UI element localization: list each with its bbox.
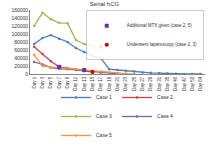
svg-text:60000: 60000 (14, 47, 28, 53)
svg-text:40000: 40000 (14, 55, 28, 61)
svg-text:Case 2: Case 2 (157, 94, 173, 100)
svg-text:140000: 140000 (11, 15, 28, 21)
svg-text:Day 25: Day 25 (132, 76, 137, 91)
svg-text:Case 1: Case 1 (96, 94, 112, 100)
svg-text:Serial hCG: Serial hCG (90, 1, 120, 7)
svg-text:100000: 100000 (11, 31, 28, 37)
svg-text:80000: 80000 (14, 39, 28, 45)
svg-text:Day 47: Day 47 (182, 76, 187, 91)
svg-text:160000: 160000 (11, 7, 28, 13)
svg-text:Day 13: Day 13 (82, 76, 87, 91)
svg-text:120000: 120000 (11, 23, 28, 29)
svg-text:20000: 20000 (14, 63, 28, 69)
svg-text:Day 31: Day 31 (157, 76, 162, 91)
svg-text:Day 40: Day 40 (173, 76, 178, 91)
svg-text:Day 19: Day 19 (107, 76, 112, 91)
svg-text:Underwent laparoscopy (case 2,: Underwent laparoscopy (case 2, 3) (127, 42, 197, 47)
svg-text:0: 0 (25, 71, 28, 77)
svg-text:Day 35: Day 35 (165, 76, 170, 91)
svg-text:Case 5: Case 5 (96, 132, 112, 138)
svg-text:Day 27: Day 27 (140, 76, 145, 91)
svg-text:Day 64: Day 64 (198, 76, 203, 91)
svg-text:Day 1: Day 1 (32, 76, 37, 88)
svg-text:Day 5: Day 5 (48, 76, 53, 88)
svg-text:Case 4: Case 4 (157, 113, 173, 119)
svg-text:Day 21: Day 21 (115, 76, 120, 91)
svg-text:Day 11: Day 11 (73, 76, 78, 90)
svg-text:Case 3: Case 3 (96, 113, 112, 119)
svg-text:Day 17: Day 17 (98, 76, 103, 91)
svg-text:Day 3: Day 3 (40, 76, 45, 88)
svg-text:Day 23: Day 23 (123, 76, 128, 91)
svg-text:Day 9: Day 9 (65, 76, 70, 88)
svg-text:Day 7: Day 7 (57, 76, 62, 88)
svg-text:Day 29: Day 29 (148, 76, 153, 91)
svg-text:Additional MTX given (case 2,: Additional MTX given (case 2, 5) (127, 23, 193, 28)
svg-text:Day 52: Day 52 (190, 76, 195, 91)
svg-text:Day 15: Day 15 (90, 76, 95, 91)
